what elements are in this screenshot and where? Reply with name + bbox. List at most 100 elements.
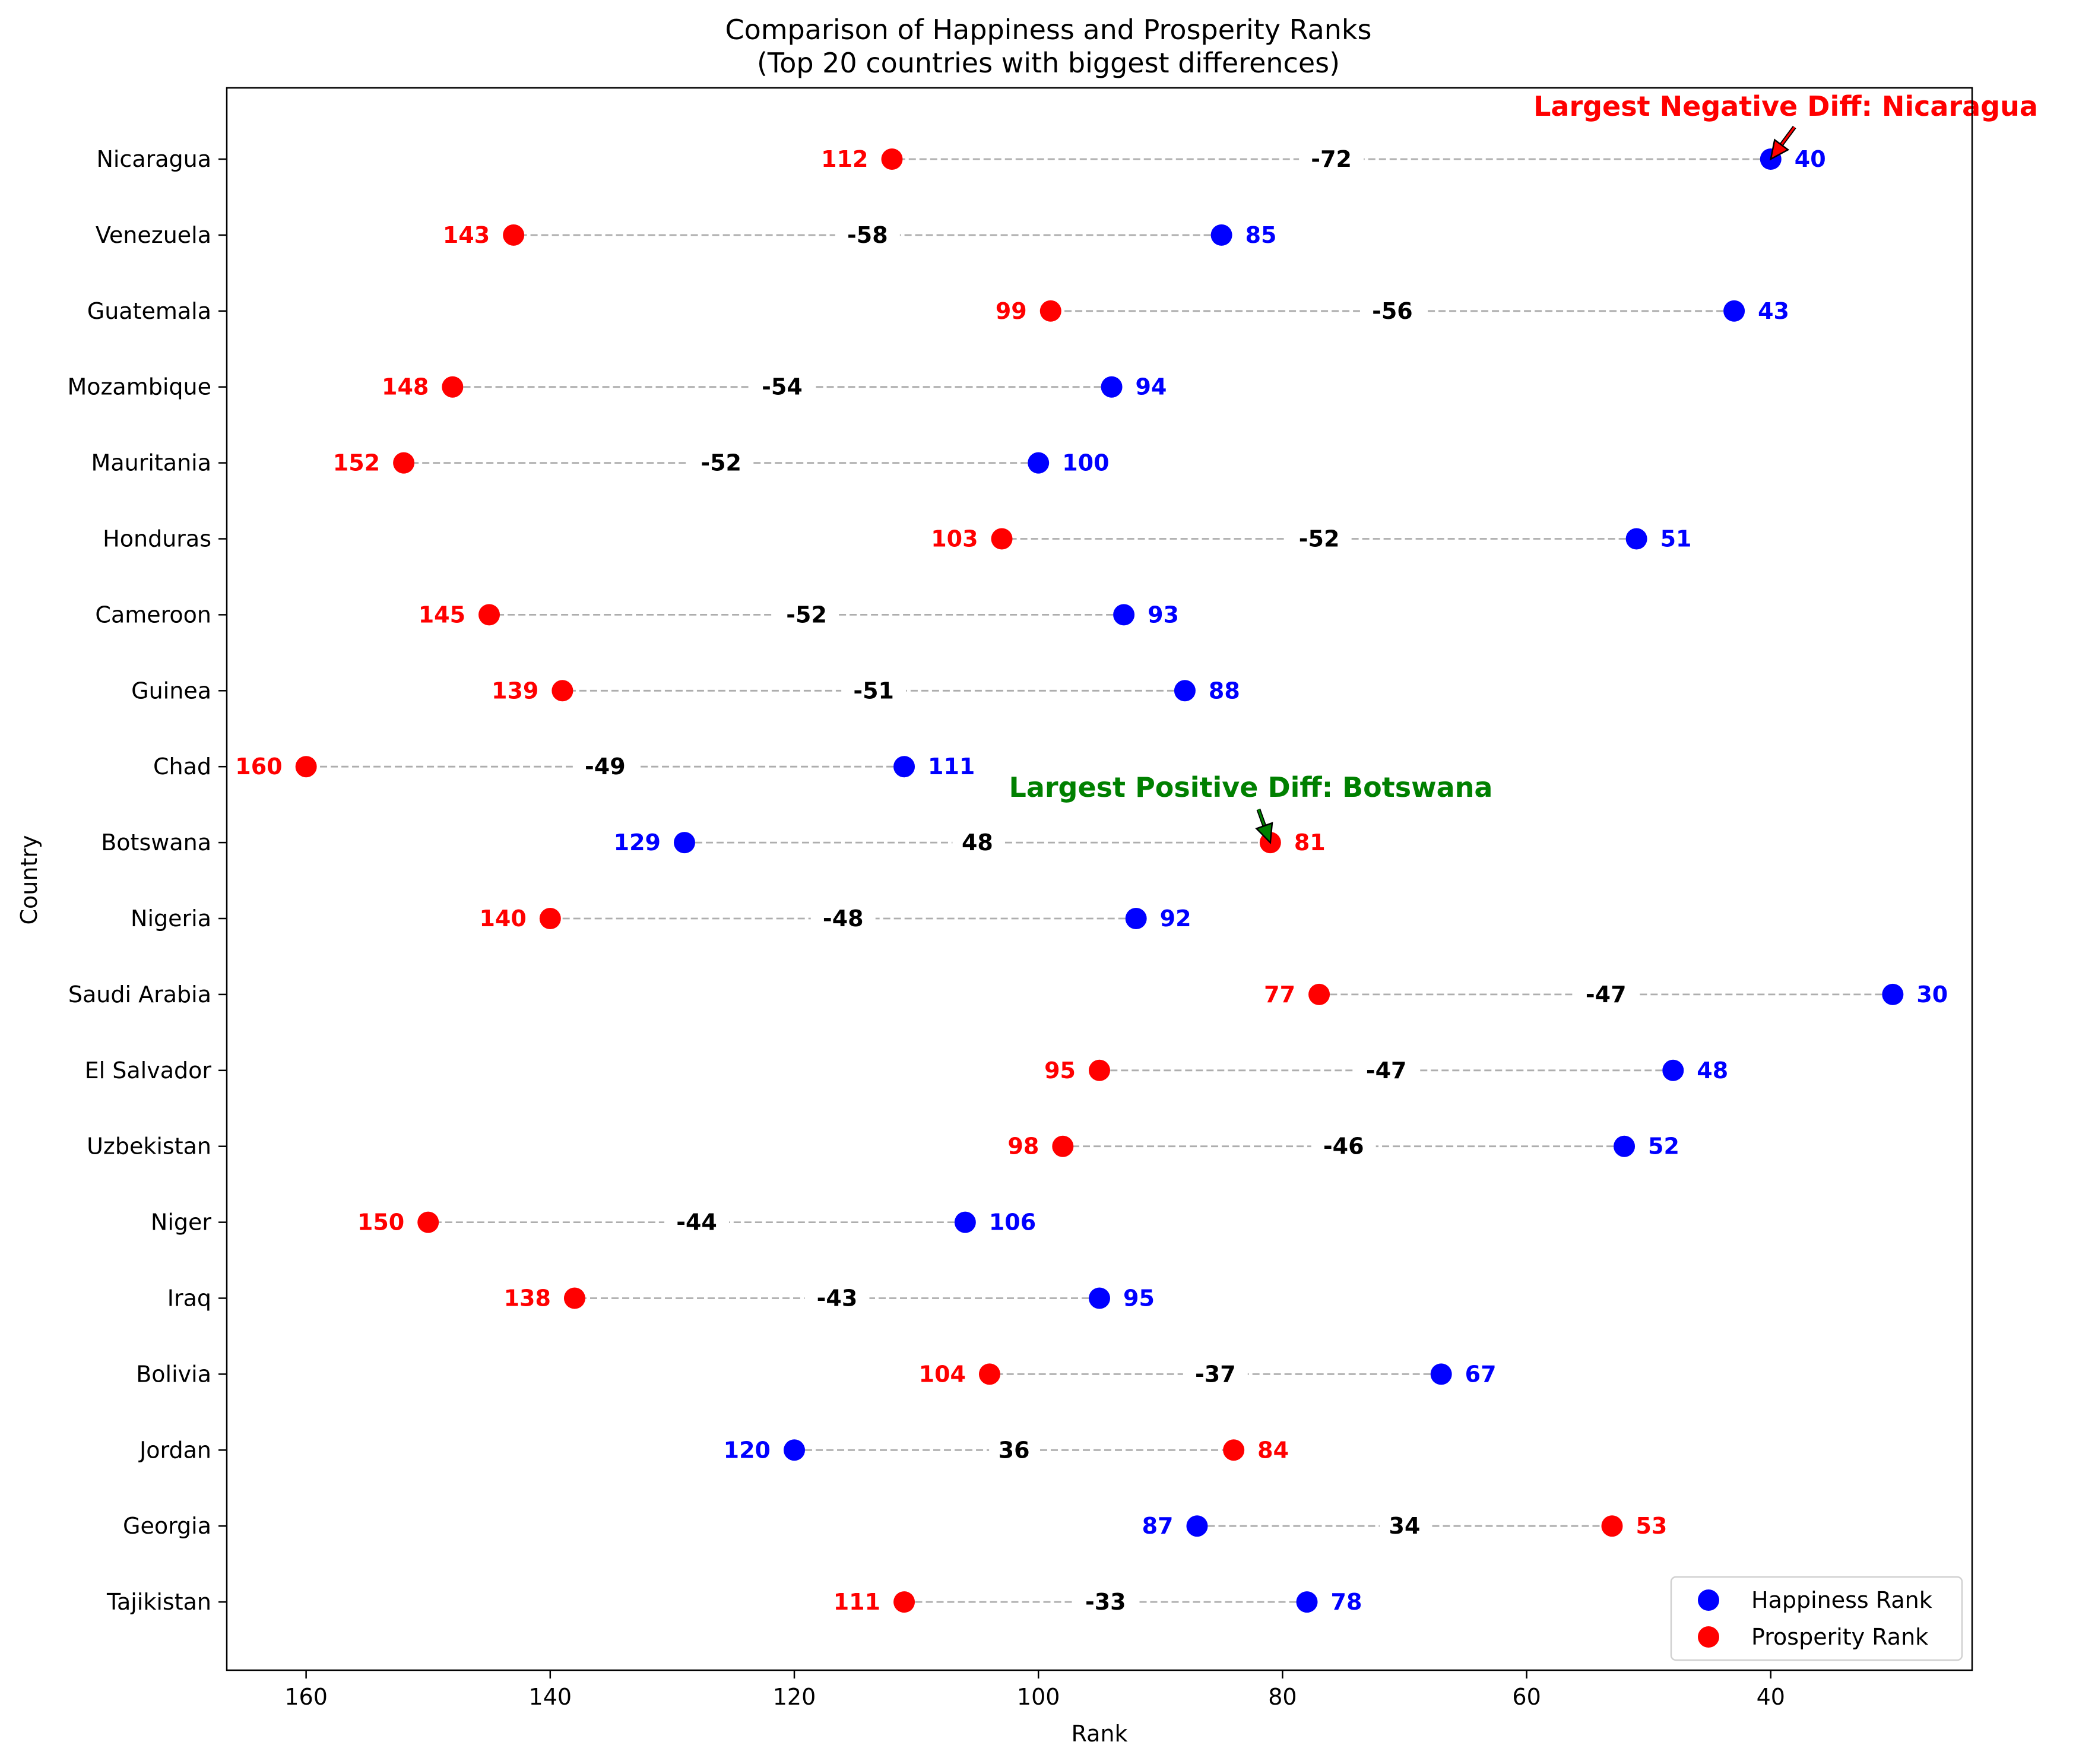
- happiness-point: [1882, 983, 1904, 1005]
- happiness-point: [673, 832, 695, 854]
- happiness-point: [1186, 1515, 1208, 1537]
- happiness-point: [1113, 604, 1135, 626]
- happiness-point: [1089, 1287, 1110, 1309]
- difference-label: 34: [1389, 1513, 1421, 1539]
- happiness-point: [784, 1439, 806, 1461]
- difference-label: -46: [1323, 1133, 1364, 1160]
- x-tick-label: 140: [529, 1684, 572, 1710]
- difference-label-bg: [1183, 1358, 1248, 1390]
- happiness-value-label: 106: [989, 1209, 1036, 1236]
- difference-label: -56: [1372, 298, 1413, 324]
- prosperity-point: [393, 452, 415, 474]
- y-axis-label: Country: [16, 835, 42, 925]
- difference-label-bg: [804, 1282, 870, 1314]
- legend-label-happiness: Happiness Rank: [1751, 1587, 1932, 1613]
- happiness-value-label: 111: [928, 753, 975, 780]
- prosperity-value-label: 53: [1636, 1513, 1667, 1539]
- prosperity-point: [1039, 300, 1061, 322]
- x-tick-label: 80: [1268, 1684, 1297, 1710]
- happiness-value-label: 95: [1123, 1285, 1155, 1312]
- difference-label: -52: [786, 601, 827, 628]
- annotation-label: Largest Negative Diff: Nicaragua: [1533, 90, 2038, 122]
- difference-label: -37: [1195, 1361, 1236, 1387]
- prosperity-value-label: 99: [996, 298, 1027, 324]
- legend: Happiness Rank Prosperity Rank: [1670, 1576, 1963, 1661]
- prosperity-value-label: 98: [1007, 1133, 1039, 1160]
- prosperity-value-label: 150: [357, 1209, 404, 1236]
- happiness-point: [1210, 224, 1232, 246]
- y-tick-label: Guatemala: [87, 298, 211, 324]
- difference-label-bg: [810, 903, 876, 934]
- prosperity-value-label: 112: [821, 146, 868, 172]
- annotation-arrow-shaft-fill: [1780, 126, 1796, 145]
- y-tick-label: Jordan: [138, 1437, 211, 1463]
- prosperity-point: [1052, 1135, 1074, 1157]
- difference-label: 48: [962, 829, 993, 856]
- y-tick-label: Niger: [151, 1209, 211, 1236]
- prosperity-value-label: 143: [443, 222, 490, 248]
- happiness-value-label: 67: [1465, 1361, 1497, 1387]
- prosperity-point: [881, 148, 903, 170]
- happiness-value-label: 85: [1245, 222, 1277, 248]
- happiness-value-label: 88: [1209, 677, 1240, 704]
- prosperity-value-label: 140: [479, 905, 526, 932]
- happiness-point: [1625, 528, 1647, 550]
- difference-label-bg: [774, 599, 839, 631]
- happiness-value-label: 120: [724, 1437, 771, 1463]
- happiness-point: [1430, 1363, 1452, 1385]
- difference-label-bg: [835, 219, 900, 251]
- x-tick-label: 160: [284, 1684, 328, 1710]
- x-tick-label: 40: [1757, 1684, 1785, 1710]
- difference-label: -49: [585, 753, 626, 780]
- happiness-point: [954, 1211, 976, 1233]
- y-tick-label: Georgia: [123, 1513, 211, 1539]
- y-tick-label: Uzbekistan: [87, 1133, 211, 1160]
- difference-label-bg: [952, 827, 1003, 859]
- y-tick-label: Saudi Arabia: [68, 981, 211, 1008]
- difference-label: -72: [1311, 146, 1352, 172]
- x-tick-label: 100: [1017, 1684, 1060, 1710]
- difference-label: 36: [999, 1437, 1030, 1463]
- happiness-value-label: 30: [1916, 981, 1948, 1008]
- happiness-point: [1723, 300, 1745, 322]
- happiness-value-label: 94: [1136, 374, 1167, 400]
- prosperity-value-label: 103: [931, 526, 978, 552]
- prosperity-value-label: 84: [1257, 1437, 1289, 1463]
- difference-label-bg: [1573, 978, 1638, 1010]
- prosperity-value-label: 152: [333, 450, 380, 476]
- difference-label-bg: [1286, 523, 1352, 555]
- prosperity-value-label: 104: [919, 1361, 966, 1387]
- prosperity-value-label: 145: [419, 601, 465, 628]
- legend-box: [1670, 1576, 1963, 1661]
- plot-area: 160 140 120 100 80 60 40 Nicaragua -72 40 112 Venez…: [67, 90, 2037, 1710]
- x-tick-label: 60: [1512, 1684, 1541, 1710]
- y-tick-label: Venezuela: [96, 222, 211, 248]
- prosperity-point: [1089, 1059, 1110, 1081]
- chart-subtitle: (Top 20 countries with biggest differenc…: [757, 47, 1340, 79]
- y-tick-label: Cameroon: [95, 601, 211, 628]
- annotation-arrow-head: [1770, 138, 1790, 161]
- happiness-value-label: 93: [1148, 601, 1179, 628]
- difference-label-bg: [572, 751, 638, 783]
- difference-label-bg: [749, 371, 814, 403]
- difference-label: -58: [847, 222, 888, 248]
- prosperity-point: [1308, 983, 1330, 1005]
- prosperity-point: [1223, 1439, 1245, 1461]
- difference-label-bg: [664, 1206, 730, 1238]
- legend-marker-happiness: [1698, 1589, 1719, 1611]
- happiness-value-label: 52: [1648, 1133, 1679, 1160]
- annotation-arrow-shaft-fill: [1257, 809, 1266, 826]
- prosperity-point: [893, 1591, 915, 1613]
- y-tick-label: Tajikistan: [106, 1589, 211, 1615]
- legend-marker-prosperity: [1698, 1626, 1719, 1648]
- annotation-label: Largest Positive Diff: Botswana: [1009, 771, 1493, 803]
- happiness-value-label: 78: [1331, 1589, 1362, 1615]
- y-tick-label: Bolivia: [136, 1361, 211, 1387]
- plot-frame: [226, 87, 1973, 1671]
- prosperity-value-label: 148: [382, 374, 429, 400]
- prosperity-value-label: 111: [833, 1589, 880, 1615]
- difference-label-bg: [1359, 295, 1425, 327]
- y-tick-label: Chad: [153, 753, 211, 780]
- difference-label: -33: [1085, 1589, 1126, 1615]
- happiness-value-label: 92: [1160, 905, 1191, 932]
